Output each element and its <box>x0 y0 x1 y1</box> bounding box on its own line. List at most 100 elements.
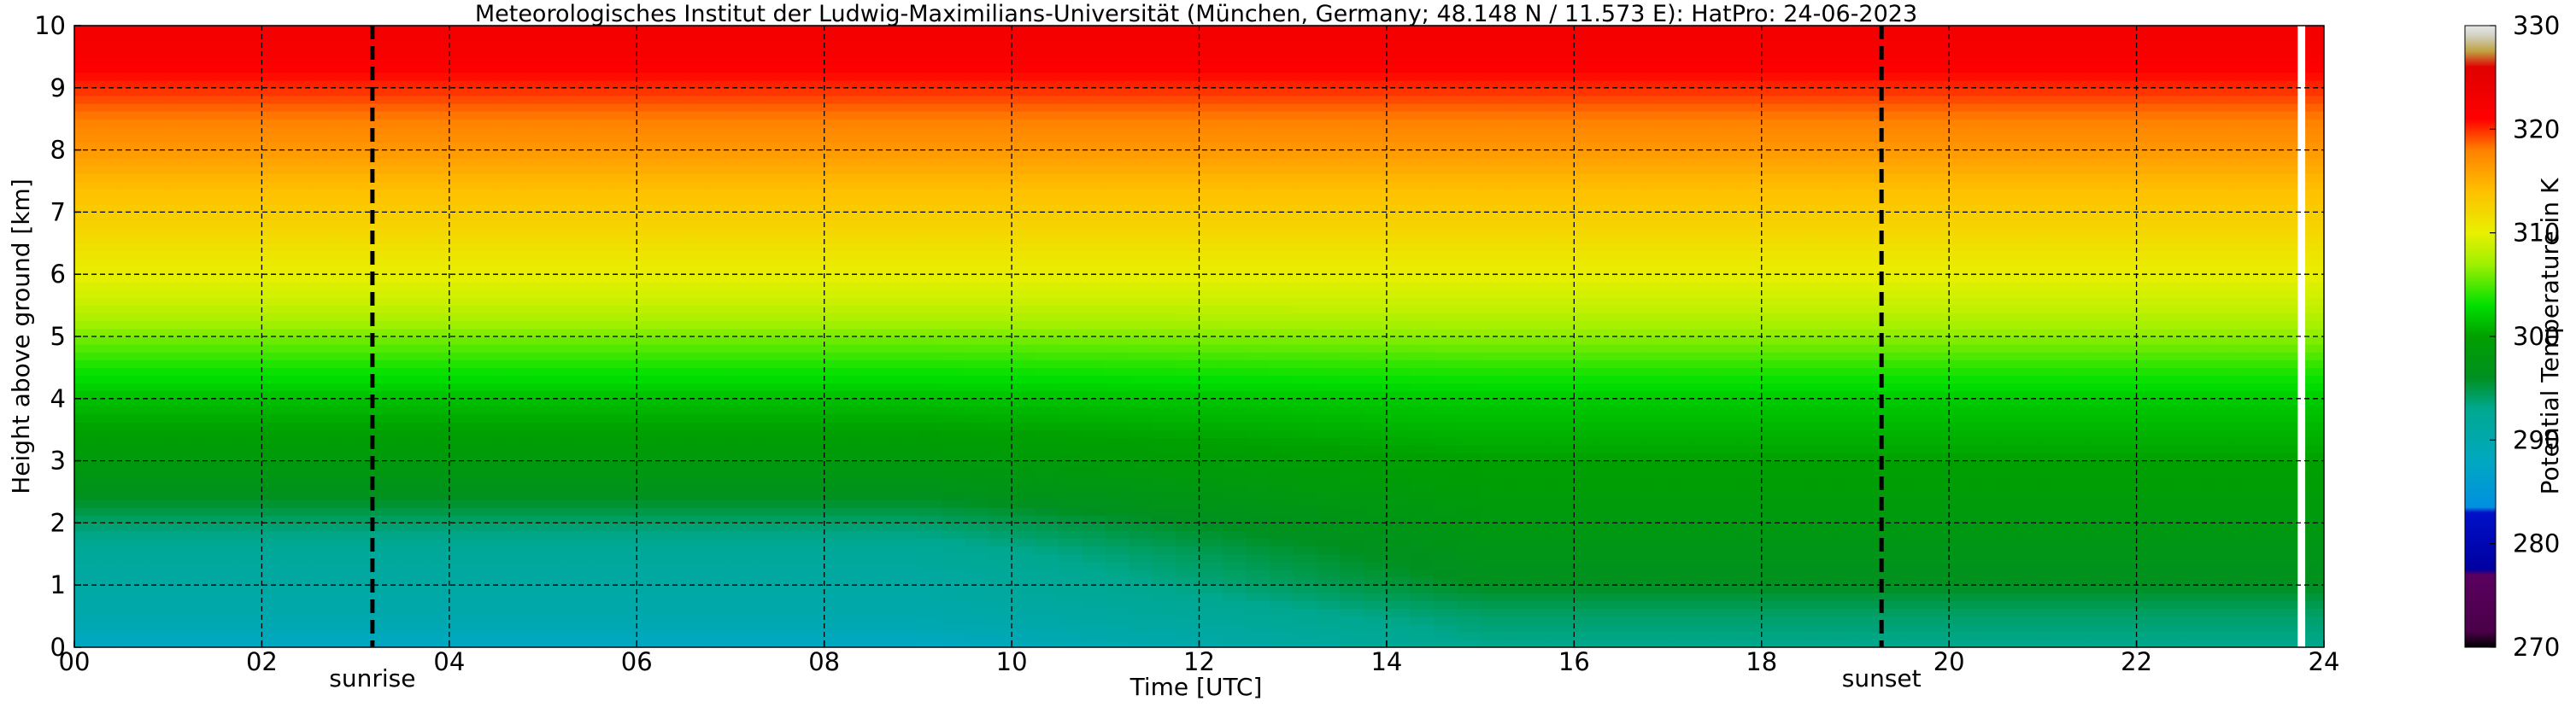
heatmap-cell <box>1246 259 1270 267</box>
heatmap-cell <box>1457 352 1482 360</box>
heatmap-cell <box>1293 515 1317 523</box>
heatmap-cell <box>1480 406 1505 415</box>
heatmap-cell <box>871 56 895 66</box>
heatmap-cell <box>214 305 239 314</box>
heatmap-cell <box>1105 134 1130 143</box>
heatmap-cell <box>167 289 192 299</box>
heatmap-cell <box>332 398 356 407</box>
heatmap-cell <box>1269 282 1294 290</box>
heatmap-cell <box>754 600 778 610</box>
heatmap-cell <box>871 631 895 640</box>
heatmap-cell <box>894 530 918 540</box>
heatmap-cell <box>754 204 778 213</box>
heatmap-cell <box>285 157 309 167</box>
heatmap-cell <box>894 585 918 593</box>
heatmap-cell <box>378 616 403 625</box>
heatmap-cell <box>1058 523 1083 532</box>
heatmap-cell <box>1058 297 1083 307</box>
heatmap-cell <box>144 282 169 290</box>
heatmap-cell <box>167 530 192 540</box>
heatmap-cell <box>543 453 567 462</box>
heatmap-cell <box>871 79 895 89</box>
heatmap-cell <box>754 383 778 392</box>
heatmap-cell <box>285 515 309 523</box>
heatmap-cell <box>1012 398 1036 407</box>
heatmap-cell <box>1504 235 1529 244</box>
heatmap-cell <box>543 507 567 516</box>
heatmap-cell <box>1316 530 1341 540</box>
heatmap-cell <box>965 196 989 205</box>
heatmap-cell <box>261 453 286 462</box>
heatmap-cell <box>1105 212 1130 221</box>
heatmap-cell <box>660 289 684 299</box>
heatmap-cell <box>543 149 567 159</box>
heatmap-cell <box>1504 259 1529 267</box>
heatmap-cell <box>449 336 473 345</box>
heatmap-cell <box>965 483 989 493</box>
heatmap-cell <box>1129 367 1153 377</box>
heatmap-cell <box>402 26 427 34</box>
heatmap-cell <box>590 530 614 540</box>
heatmap-cell <box>566 72 590 81</box>
heatmap-cell <box>97 212 122 221</box>
heatmap-cell <box>894 570 918 578</box>
heatmap-cell <box>1316 507 1341 516</box>
heatmap-cell <box>1504 398 1529 407</box>
heatmap-cell <box>1222 429 1247 438</box>
heatmap-cell <box>1293 72 1317 81</box>
heatmap-cell <box>1152 49 1177 57</box>
heatmap-cell <box>1293 336 1317 345</box>
heatmap-cell <box>1480 305 1505 314</box>
heatmap-cell <box>1293 616 1317 625</box>
heatmap-cell <box>1082 95 1106 104</box>
heatmap-cell <box>660 468 684 477</box>
heatmap-cell <box>1433 242 1458 252</box>
heatmap-cell <box>97 515 122 523</box>
heatmap-cell <box>332 259 356 267</box>
heatmap-cell <box>496 367 520 377</box>
heatmap-cell <box>707 313 731 322</box>
heatmap-cell <box>637 383 661 392</box>
heatmap-cell <box>1457 165 1482 174</box>
heatmap-cell <box>120 41 145 50</box>
heatmap-cell <box>566 165 590 174</box>
heatmap-cell <box>1246 383 1270 392</box>
heatmap-cell <box>496 289 520 299</box>
heatmap-cell <box>684 593 708 601</box>
heatmap-cell <box>1316 523 1341 532</box>
heatmap-cell <box>214 600 239 610</box>
heatmap-cell <box>1386 336 1411 345</box>
heatmap-cell <box>590 538 614 547</box>
heatmap-cell <box>941 157 965 167</box>
heatmap-cell <box>824 546 848 555</box>
heatmap-cell <box>214 111 239 120</box>
heatmap-cell <box>660 274 684 283</box>
heatmap-cell <box>402 367 427 377</box>
heatmap-cell <box>472 266 497 275</box>
heatmap-cell <box>378 593 403 601</box>
heatmap-cell <box>684 453 708 462</box>
heatmap-cell <box>941 282 965 290</box>
heatmap-cell <box>637 593 661 601</box>
heatmap-cell <box>519 546 544 555</box>
heatmap-cell <box>637 26 661 34</box>
heatmap-cell <box>1129 126 1153 135</box>
heatmap-cell <box>1316 515 1341 523</box>
heatmap-cell <box>941 289 965 299</box>
heatmap-cell <box>1129 406 1153 415</box>
heatmap-cell <box>1246 87 1270 96</box>
heatmap-cell <box>1199 259 1223 267</box>
heatmap-cell <box>637 72 661 81</box>
heatmap-cell <box>472 585 497 593</box>
heatmap-cell <box>1316 49 1341 57</box>
heatmap-cell <box>1504 538 1529 547</box>
heatmap-cell <box>848 119 872 127</box>
heatmap-cell <box>1176 172 1200 182</box>
heatmap-cell <box>1058 157 1083 167</box>
heatmap-cell <box>144 585 169 593</box>
heatmap-cell <box>167 305 192 314</box>
heatmap-cell <box>754 476 778 485</box>
heatmap-cell <box>1410 33 1435 42</box>
heatmap-cell <box>848 126 872 135</box>
heatmap-cell <box>1246 297 1270 307</box>
